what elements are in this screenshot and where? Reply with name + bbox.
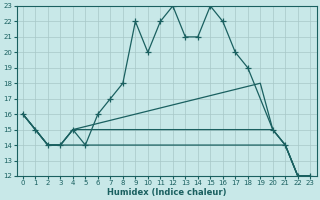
X-axis label: Humidex (Indice chaleur): Humidex (Indice chaleur): [107, 188, 226, 197]
